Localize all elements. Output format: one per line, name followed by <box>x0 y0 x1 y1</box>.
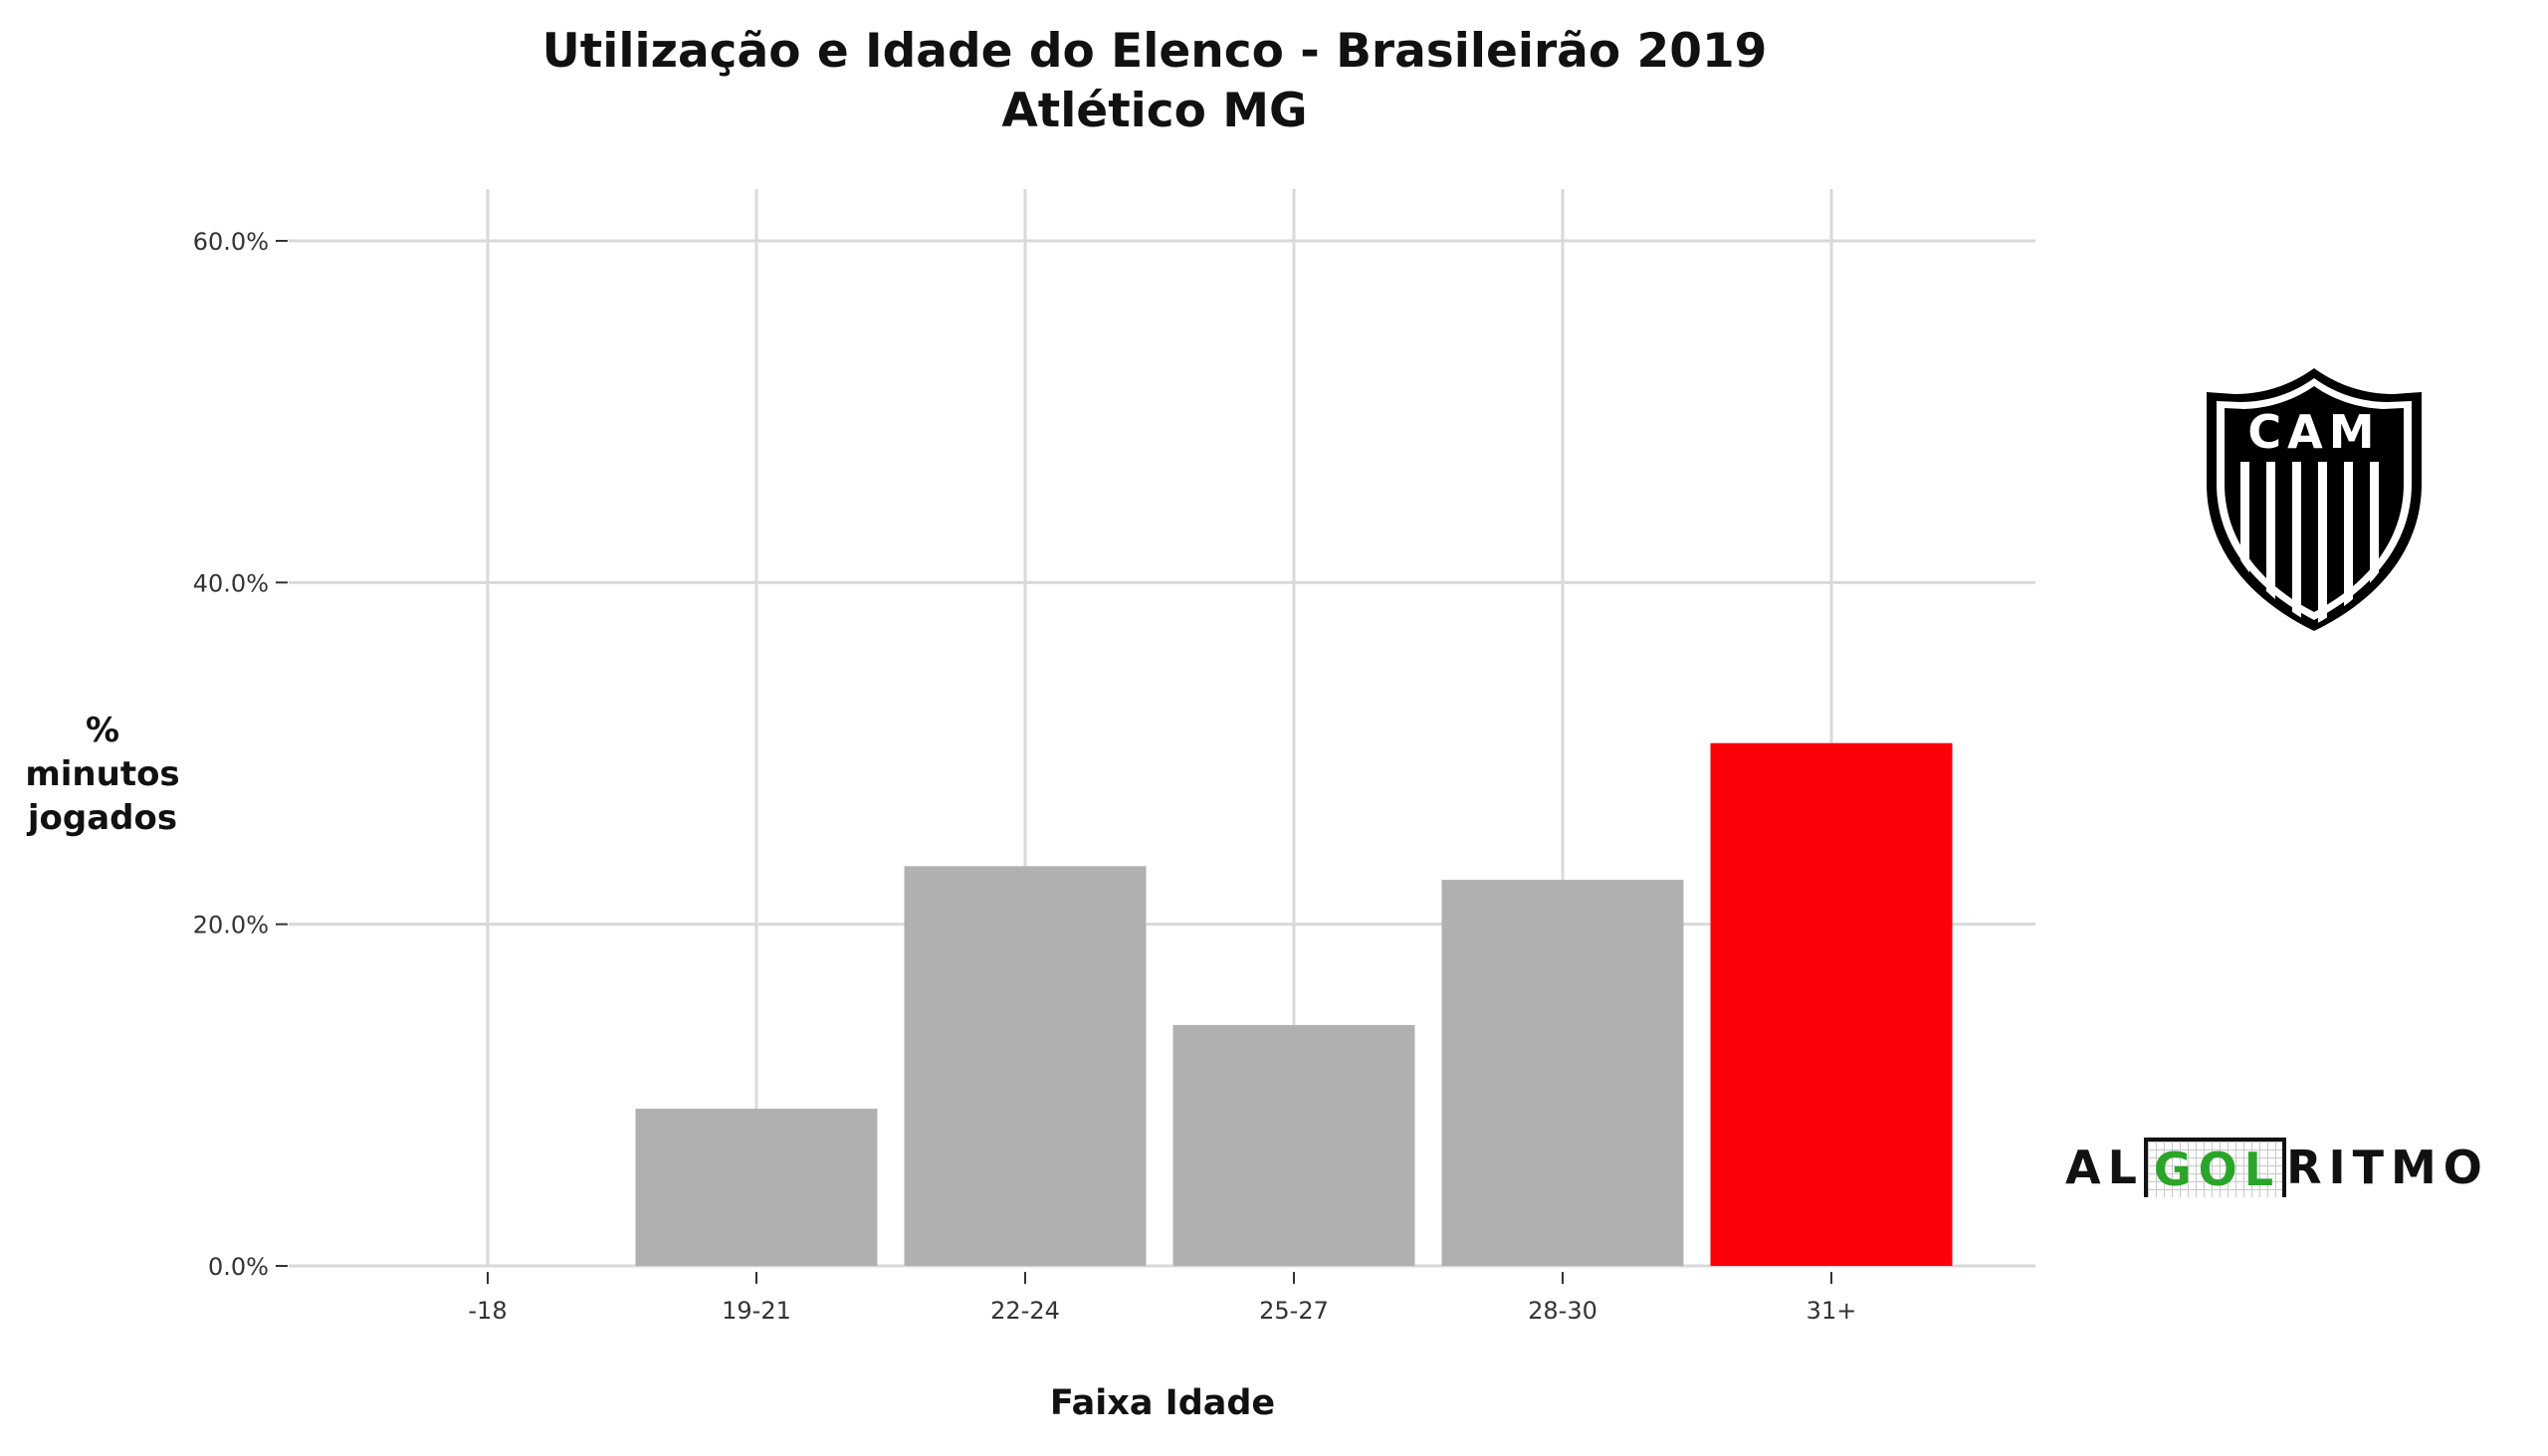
x-tick-label: 31+ <box>1806 1297 1857 1325</box>
y-tick-label: 20.0% <box>193 912 269 939</box>
y-axis-ticks: 0.0% 20.0% 40.0% 60.0% <box>193 228 288 1281</box>
x-axis-label: Faixa Idade <box>1049 1383 1276 1423</box>
x-tick-label: -18 <box>468 1297 507 1325</box>
chart-title-block: Utilização e Idade do Elenco - Brasileir… <box>0 22 2309 141</box>
x-tick-label: 22-24 <box>990 1297 1060 1325</box>
algolritmo-logo: AL GOL RITMO <box>2065 1137 2483 1206</box>
logo-text-pre: AL <box>2065 1140 2144 1194</box>
bar-22-24 <box>904 866 1147 1266</box>
x-tick-label: 25-27 <box>1259 1297 1329 1325</box>
bar-28-30 <box>1441 880 1684 1266</box>
bars <box>635 742 1953 1266</box>
x-tick-label: 19-21 <box>722 1297 791 1325</box>
club-crest-icon: CAM <box>2207 368 2422 631</box>
chart-subtitle: Atlético MG <box>1001 84 1308 138</box>
logo-text-goal: GOL <box>2143 1137 2287 1197</box>
x-axis-ticks: -18 19-21 22-24 25-27 28-30 31+ <box>468 1272 1856 1325</box>
y-tick-label: 0.0% <box>208 1253 269 1281</box>
chart-title: Utilização e Idade do Elenco - Brasileir… <box>541 24 1768 79</box>
logo-text-post: RITMO <box>2286 1140 2489 1194</box>
bar-31+ <box>1710 742 1953 1266</box>
y-tick-label: 40.0% <box>193 569 269 597</box>
y-axis-label-line-2: jogados <box>27 798 178 838</box>
crest-text: CAM <box>2247 405 2380 459</box>
x-tick-label: 28-30 <box>1528 1297 1597 1325</box>
y-axis-label-line-1: % minutos <box>25 711 180 794</box>
y-tick-label: 60.0% <box>193 228 269 256</box>
bar-19-21 <box>635 1109 878 1266</box>
y-axis-label: % minutos jogados <box>8 709 197 840</box>
bar-25-27 <box>1172 1024 1415 1266</box>
